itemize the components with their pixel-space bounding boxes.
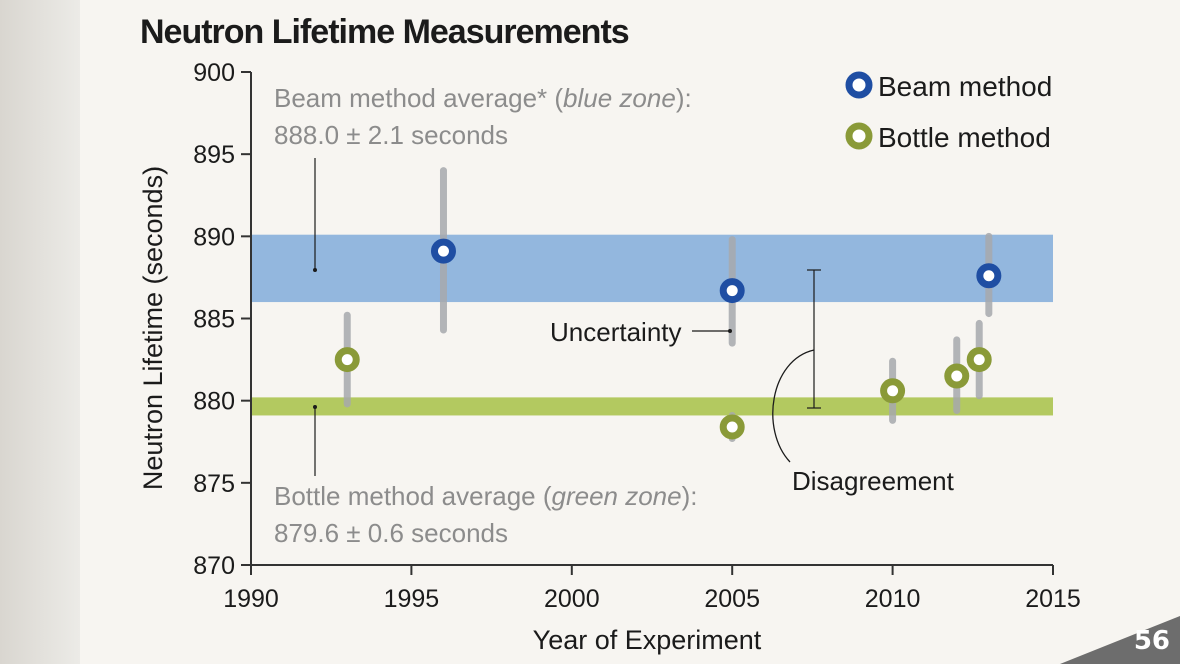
- bottle-point: [334, 347, 360, 373]
- beam-average-label: Beam method average* (blue zone):: [274, 83, 692, 113]
- y-tick-label: 885: [193, 306, 235, 334]
- disagreement-leader: [772, 349, 815, 463]
- x-tick-label: 2015: [1025, 585, 1081, 613]
- y-tick-label: 900: [193, 59, 235, 87]
- y-tick-label: 880: [193, 388, 235, 416]
- y-tick-label: 875: [193, 470, 235, 498]
- x-tick-label: 2000: [544, 585, 600, 613]
- y-tick-label: 895: [193, 141, 235, 169]
- slide-paper: [80, 0, 1180, 664]
- legend-bottle-label: Bottle method: [878, 122, 1051, 153]
- x-tick-label: 2010: [865, 585, 921, 613]
- x-tick-label: 1990: [223, 585, 279, 613]
- average-bands: [251, 234, 1053, 416]
- band-green-zone: [251, 397, 1053, 416]
- bottle-point: [944, 363, 970, 389]
- chart-title: Neutron Lifetime Measurements: [140, 13, 629, 51]
- legend-beam-marker: [845, 71, 873, 99]
- bottle-average-label: Bottle method average (green zone):: [274, 481, 698, 511]
- band-blue-zone: [251, 234, 1053, 303]
- x-tick-label: 1995: [384, 585, 440, 613]
- legend: Beam method Bottle method: [845, 71, 1052, 153]
- y-tick-label: 870: [193, 552, 235, 580]
- y-ticks: 870 875 880 885 890 895 900: [193, 59, 251, 580]
- bottle-point: [719, 414, 745, 440]
- beam-average-leader-dot: [313, 268, 317, 272]
- uncertainty-leader-dot: [728, 329, 732, 333]
- beam-point: [430, 238, 456, 264]
- bottle-average-value: 879.6 ± 0.6 seconds: [274, 518, 508, 548]
- beam-average-value: 888.0 ± 2.1 seconds: [274, 120, 508, 150]
- bottle-point: [880, 378, 906, 404]
- legend-beam-label: Beam method: [878, 71, 1052, 102]
- bottle-average-leader-dot: [313, 405, 317, 409]
- x-ticks: 1990 1995 2000 2005 2010 2015: [223, 565, 1081, 613]
- beam-point: [976, 263, 1002, 289]
- y-axis-label: Neutron Lifetime (seconds): [138, 166, 168, 490]
- legend-bottle-marker: [845, 122, 873, 150]
- bottle-point: [966, 347, 992, 373]
- x-tick-label: 2005: [704, 585, 760, 613]
- page-number-tab: [1060, 616, 1180, 664]
- uncertainty-label: Uncertainty: [550, 317, 682, 347]
- disagreement-label: Disagreement: [792, 466, 955, 496]
- y-tick-label: 890: [193, 223, 235, 251]
- page-left-margin: [0, 0, 80, 664]
- x-axis-label: Year of Experiment: [533, 625, 762, 655]
- beam-point: [719, 278, 745, 304]
- data-points: [334, 238, 1002, 440]
- page-number: 56: [1133, 626, 1170, 656]
